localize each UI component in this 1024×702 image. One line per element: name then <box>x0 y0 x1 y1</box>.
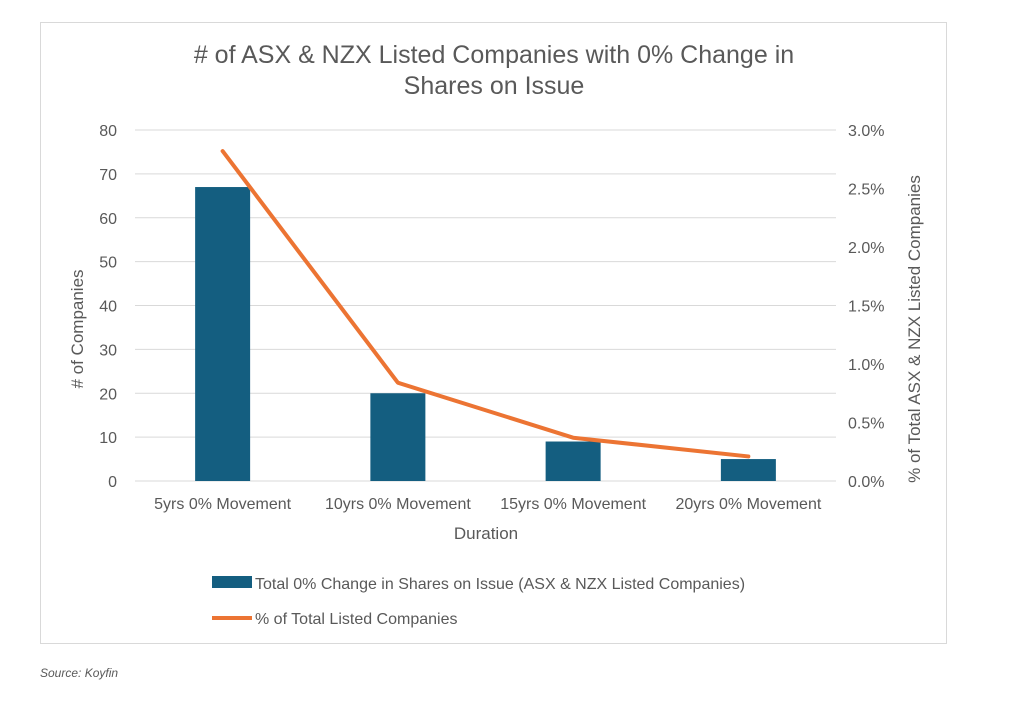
y2-tick-label: 3.0% <box>848 123 884 140</box>
x-tick-label: 10yrs 0% Movement <box>325 496 471 513</box>
y-tick-label: 20 <box>99 386 117 403</box>
x-tick-label: 5yrs 0% Movement <box>154 496 291 513</box>
legend: Total 0% Change in Shares on Issue (ASX … <box>212 576 745 628</box>
x-tick-label: 20yrs 0% Movement <box>675 496 821 513</box>
y2-tick-label: 0.0% <box>848 474 884 491</box>
bar <box>720 459 776 481</box>
chart-title-line: # of ASX & NZX Listed Companies with 0% … <box>194 41 794 69</box>
bar <box>195 187 251 481</box>
series-line <box>220 149 751 459</box>
legend-item-line: % of Total Listed Companies <box>212 611 457 628</box>
legend-item-bar: Total 0% Change in Shares on Issue (ASX … <box>212 576 745 593</box>
legend-label-line: % of Total Listed Companies <box>255 611 457 628</box>
line-series <box>220 149 751 459</box>
bar <box>370 393 426 481</box>
y2-axis-title: % of Total ASX & NZX Listed Companies <box>905 175 924 483</box>
y2-tick-label: 2.5% <box>848 182 884 199</box>
y2-tick-label: 1.0% <box>848 357 884 374</box>
chart-frame: # of ASX & NZX Listed Companies with 0% … <box>40 22 947 644</box>
chart-title-line: Shares on Issue <box>404 72 585 100</box>
y-tick-label: 0 <box>108 474 117 491</box>
x-tick-label: 15yrs 0% Movement <box>500 496 646 513</box>
y-axis-left: 0 10 20 30 40 50 60 70 80 <box>99 123 117 491</box>
legend-label-bar: Total 0% Change in Shares on Issue (ASX … <box>255 576 745 593</box>
legend-swatch-bar <box>212 576 252 588</box>
y2-tick-label: 2.0% <box>848 240 884 257</box>
y-tick-label: 80 <box>99 123 117 140</box>
y2-tick-label: 0.5% <box>848 416 884 433</box>
y2-tick-label: 1.5% <box>848 299 884 316</box>
y-tick-label: 40 <box>99 299 117 316</box>
y-tick-label: 60 <box>99 211 117 228</box>
source-note: Source: Koyfin <box>40 666 119 680</box>
y-tick-label: 10 <box>99 430 117 447</box>
y-tick-label: 70 <box>99 167 117 184</box>
y-tick-label: 30 <box>99 342 117 359</box>
chart-title: # of ASX & NZX Listed Companies with 0% … <box>194 41 794 100</box>
y-tick-label: 50 <box>99 255 117 272</box>
y-axis-right: 0.0% 0.5% 1.0% 1.5% 2.0% 2.5% 3.0% <box>848 123 884 491</box>
x-axis: 5yrs 0% Movement 10yrs 0% Movement 15yrs 0… <box>154 496 822 513</box>
combo-chart: # of ASX & NZX Listed Companies with 0% … <box>68 41 924 628</box>
x-axis-title: Duration <box>454 524 518 543</box>
y-axis-title: # of Companies <box>68 269 87 388</box>
bar <box>545 441 601 481</box>
bar-series <box>195 187 776 481</box>
gridlines <box>135 129 836 482</box>
